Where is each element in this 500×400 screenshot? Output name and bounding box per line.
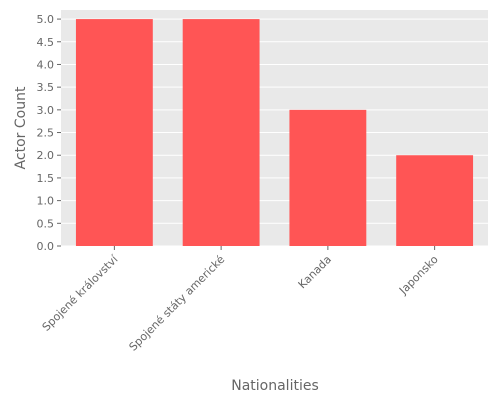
y-tick-label: 2.0 [37,149,55,162]
x-tick-label: Spojené státy americké [127,253,228,354]
y-axis-title: Actor Count [13,86,29,169]
y-tick-label: 0.0 [37,240,55,253]
bar [182,19,260,247]
y-ticks: 0.0 0.5 1.0 1.5 2.0 2.5 3.0 3.5 4.0 4.5 5.0 [37,13,61,253]
y-tick-label: 4.5 [37,36,55,49]
y-tick-label: 3.5 [37,81,55,94]
y-tick-label: 4.0 [37,58,55,71]
x-ticks: Spojené království Spojené státy americké… [40,246,441,354]
y-tick-label: 0.5 [37,217,55,230]
bar [75,19,153,247]
x-tick-label: Spojené království [40,252,121,333]
bar [396,155,474,246]
x-axis-title: Nationalities [231,378,319,394]
bars [75,19,474,247]
y-tick-label: 3.0 [37,104,55,117]
bar [289,109,367,246]
y-tick-label: 1.0 [37,195,55,208]
y-tick-label: 1.5 [37,172,55,185]
y-tick-label: 5.0 [37,13,55,26]
y-tick-label: 2.5 [37,127,55,140]
x-tick-label: Japonsko [396,253,441,298]
x-tick-label: Kanada [296,253,334,291]
